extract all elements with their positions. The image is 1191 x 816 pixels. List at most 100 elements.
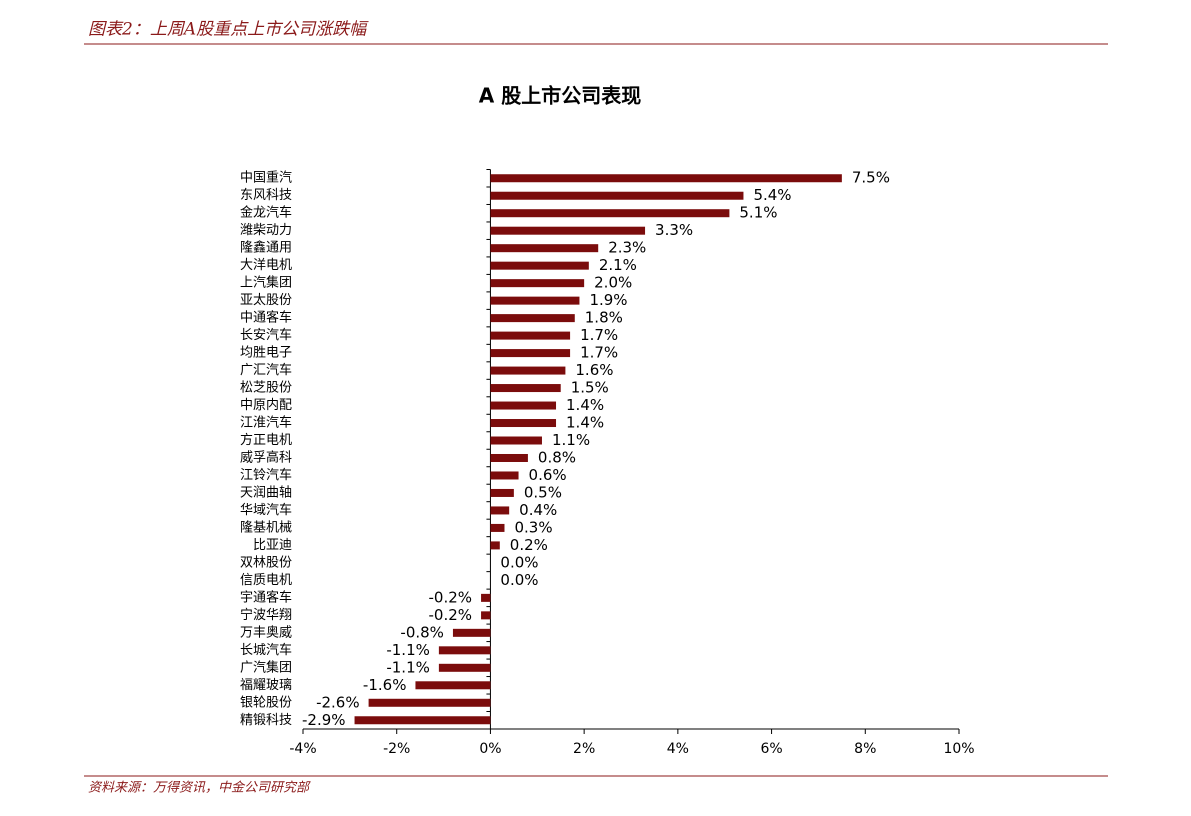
x-tick-label: 8% [854,741,876,757]
bar [490,191,744,200]
value-label: 1.4% [566,414,604,432]
value-label: 3.3% [655,221,693,239]
x-tick-label: 4% [667,741,689,757]
bar [490,506,510,515]
value-label: 1.9% [589,291,627,309]
bar [438,663,491,672]
x-tick-label: 0% [479,741,501,757]
category-label: 长安汽车 [240,327,292,343]
category-label: 中国重汽 [240,170,292,186]
bar [481,593,491,602]
bar [490,488,514,497]
category-label: 天润曲轴 [240,485,292,500]
value-label: 0.8% [538,448,576,466]
category-label: 上汽集团 [240,275,292,291]
category-label: 信质电机 [240,573,292,588]
category-label: 广汇汽车 [240,362,292,378]
x-tick-label: 2% [573,741,595,757]
value-label: 1.7% [580,344,618,362]
bar [354,716,491,725]
bar [490,436,542,445]
bar [368,698,491,707]
value-label: 2.3% [608,239,646,257]
category-label: 东风科技 [240,188,292,203]
value-label: -0.2% [429,606,473,624]
category-label: 中原内配 [240,397,292,413]
header: 图表2：上周A股重点上市公司涨跌幅 [88,20,369,40]
x-tick-label: 6% [760,741,782,757]
x-tick-label: -2% [383,741,410,757]
category-label: 宁波华翔 [240,607,292,623]
category-label: 隆鑫通用 [240,240,292,256]
chart-title: A 股上市公司表现 [479,84,641,108]
bar [490,384,561,393]
value-label: 5.4% [753,186,791,204]
category-label: 大洋电机 [240,258,292,273]
value-label: 0.4% [519,501,557,519]
category-label: 江铃汽车 [240,467,292,483]
category-label: 华域汽车 [240,502,292,518]
value-label: 5.1% [739,204,777,222]
value-label: 0.5% [524,483,562,501]
value-label: 1.7% [580,326,618,344]
category-label: 比亚迪 [253,538,292,553]
category-label: 万丰奥威 [240,625,292,640]
bar [490,366,566,375]
bar [490,244,599,253]
value-label: 1.8% [585,309,623,327]
bar [490,314,575,323]
category-label: 精锻科技 [240,713,292,728]
value-label: 0.6% [529,466,567,484]
value-label: -1.6% [363,676,407,694]
bar [490,226,646,235]
value-label: 0.3% [514,518,552,536]
category-label: 江淮汽车 [240,415,292,431]
bar [490,541,500,550]
category-label: 潍柴动力 [240,223,292,238]
value-label: 0.0% [500,553,538,571]
bar [438,646,491,655]
category-label: 方正电机 [240,432,292,448]
value-label: -1.1% [386,641,430,659]
category-label: 双林股份 [240,555,292,570]
category-label: 银轮股份 [240,695,292,710]
bar [490,261,589,270]
category-label: 亚太股份 [240,293,292,308]
value-label: 1.4% [566,396,604,414]
category-label: 福耀玻璃 [240,678,292,693]
x-tick-label: 10% [943,741,974,757]
category-label: 中通客车 [240,310,292,326]
bar [490,296,580,305]
value-label: 0.0% [500,571,538,589]
value-label: 7.5% [852,169,890,187]
category-label: 长城汽车 [240,642,292,658]
source: 资料来源：万得资讯，中金公司研究部 [88,780,311,796]
bar [490,209,730,218]
category-label: 松芝股份 [240,380,292,396]
bar [452,628,491,637]
value-label: -2.6% [316,693,360,711]
bar [481,611,491,620]
bar [490,279,585,288]
bar [415,681,491,690]
value-label: 1.5% [571,379,609,397]
category-label: 金龙汽车 [240,205,292,221]
bar [490,401,557,410]
value-label: 0.2% [510,536,548,554]
value-label: 2.0% [594,274,632,292]
category-label: 隆基机械 [240,520,292,535]
category-label: 宇通客车 [240,589,292,605]
x-tick-label: -4% [289,741,316,757]
value-label: 1.1% [552,431,590,449]
value-label: -1.1% [386,658,430,676]
bar [490,523,505,532]
category-label: 威孚高科 [240,449,292,465]
value-label: 1.6% [575,361,613,379]
bar [490,349,571,358]
bar [490,453,528,462]
bar [490,471,519,480]
value-label: 2.1% [599,256,637,274]
bar [490,331,571,340]
value-label: -2.9% [302,711,346,729]
